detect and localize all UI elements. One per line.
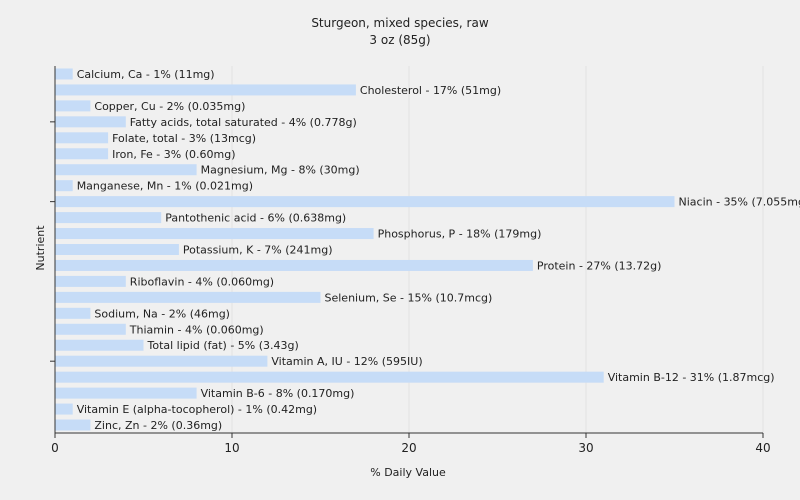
bar xyxy=(55,100,91,112)
x-tick-label: 30 xyxy=(578,441,593,455)
bar xyxy=(55,148,109,160)
bars: Calcium, Ca - 1% (11mg) Cholesterol - 17%… xyxy=(55,68,800,432)
bar xyxy=(55,164,197,176)
x-tick-label: 10 xyxy=(224,441,239,455)
bar-label: Riboflavin - 4% (0.060mg) xyxy=(130,275,274,288)
bar xyxy=(55,132,109,144)
bar-label: Manganese, Mn - 1% (0.021mg) xyxy=(77,180,253,193)
x-tick-label: 0 xyxy=(51,441,59,455)
bar-label: Cholesterol - 17% (51mg) xyxy=(360,84,501,97)
bar xyxy=(55,387,197,399)
bar xyxy=(55,307,91,319)
bar xyxy=(55,355,268,367)
bar-label: Sodium, Na - 2% (46mg) xyxy=(94,307,230,320)
bar-label: Potassium, K - 7% (241mg) xyxy=(183,244,333,257)
bar xyxy=(55,180,73,192)
bar xyxy=(55,196,675,208)
bar xyxy=(55,244,179,255)
bar-label: Calcium, Ca - 1% (11mg) xyxy=(77,68,215,81)
bar-label: Copper, Cu - 2% (0.035mg) xyxy=(94,100,245,113)
bar-label: Magnesium, Mg - 8% (30mg) xyxy=(201,164,360,177)
bar-label: Total lipid (fat) - 5% (3.43g) xyxy=(147,339,299,352)
bar-label: Thiamin - 4% (0.060mg) xyxy=(129,323,264,336)
bar-label: Iron, Fe - 3% (0.60mg) xyxy=(112,148,235,161)
chart-title: Sturgeon, mixed species, raw xyxy=(311,16,489,30)
bar-label: Folate, total - 3% (13mcg) xyxy=(112,132,256,145)
bar xyxy=(55,116,126,128)
x-tick-label: 40 xyxy=(755,441,770,455)
bar-label: Phosphorus, P - 18% (179mg) xyxy=(378,228,542,241)
bar-label: Vitamin B-6 - 8% (0.170mg) xyxy=(201,387,355,400)
bar xyxy=(55,259,533,271)
bar xyxy=(55,323,126,335)
bar xyxy=(55,212,162,224)
bar-label: Niacin - 35% (7.055mg) xyxy=(679,196,800,209)
bar-label: Protein - 27% (13.72g) xyxy=(537,259,662,272)
bar-label: Selenium, Se - 15% (10.7mcg) xyxy=(325,291,493,304)
bar-label: Vitamin B-12 - 31% (1.87mcg) xyxy=(608,371,775,384)
bar xyxy=(55,228,374,240)
bar xyxy=(55,275,126,287)
bar-label: Zinc, Zn - 2% (0.36mg) xyxy=(94,419,222,432)
bar xyxy=(55,339,144,351)
axes: 0 10 20 30 40 xyxy=(50,66,771,455)
bar-label: Vitamin E (alpha-tocopherol) - 1% (0.42m… xyxy=(77,403,317,416)
bar xyxy=(55,403,73,415)
bar xyxy=(55,84,356,96)
x-axis-label: % Daily Value xyxy=(370,466,446,479)
y-axis-label: Nutrient xyxy=(34,225,47,271)
bar-label: Fatty acids, total saturated - 4% (0.778… xyxy=(130,116,357,129)
bar-label: Pantothenic acid - 6% (0.638mg) xyxy=(165,212,346,225)
bar xyxy=(55,291,321,303)
x-tick-label: 20 xyxy=(401,441,416,455)
bar xyxy=(55,371,604,383)
bar-label: Vitamin A, IU - 12% (595IU) xyxy=(271,355,422,368)
chart-subtitle: 3 oz (85g) xyxy=(369,33,430,47)
bar xyxy=(55,68,73,80)
bar xyxy=(55,419,91,431)
